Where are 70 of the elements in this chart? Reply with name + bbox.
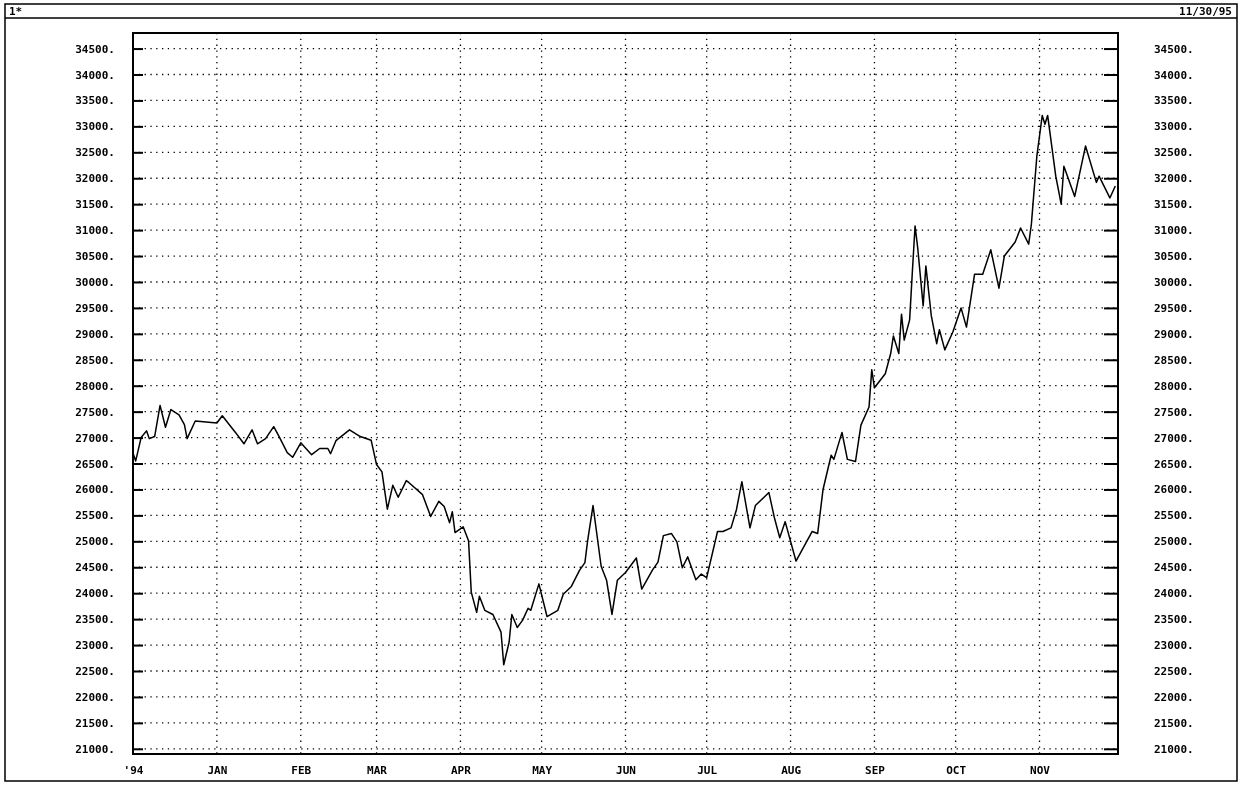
y-tick-label: 27500. — [1154, 405, 1194, 419]
y-tick-label: 32000. — [1154, 172, 1194, 186]
y2-tick-label: 29500. — [75, 301, 115, 315]
y-tick-label: 32500. — [1154, 146, 1194, 160]
y-tick-label: 27000. — [1154, 431, 1194, 445]
x-tick-label: MAY — [532, 763, 553, 777]
y-tick-label: 31500. — [1154, 198, 1194, 212]
y-tick-label: 22500. — [1154, 665, 1194, 679]
y2-tick-label: 22000. — [75, 690, 115, 704]
y2-tick-label: 21000. — [75, 742, 115, 756]
y2-tick-label: 21500. — [75, 716, 115, 730]
y-tick-label: 21500. — [1154, 716, 1194, 730]
y2-tick-label: 27500. — [75, 405, 115, 419]
y2-tick-label: 23000. — [75, 639, 115, 653]
y-tick-label: 23000. — [1154, 639, 1194, 653]
y2-tick-label: 25500. — [75, 509, 115, 523]
y2-tick-label: 34500. — [75, 42, 115, 56]
y2-tick-label: 28500. — [75, 353, 115, 367]
y-tick-label: 29000. — [1154, 327, 1194, 341]
text: 1* — [9, 5, 23, 18]
text: 11/30/95 — [1179, 5, 1232, 18]
y-tick-label: 31000. — [1154, 224, 1194, 238]
y2-tick-label: 32000. — [75, 172, 115, 186]
x-tick-label: SEP — [865, 763, 886, 777]
y-tick-label: 21000. — [1154, 742, 1194, 756]
y-tick-label: 34000. — [1154, 68, 1194, 82]
y-tick-label: 25000. — [1154, 535, 1194, 549]
x-tick-label: JAN — [207, 763, 228, 777]
y2-tick-label: 33000. — [75, 120, 115, 134]
y-tick-label: 28000. — [1154, 379, 1194, 393]
y2-tick-label: 24500. — [75, 561, 115, 575]
y-tick-label: 28500. — [1154, 353, 1194, 367]
x-tick-label: APR — [450, 763, 472, 777]
y2-tick-label: 31500. — [75, 198, 115, 212]
y-tick-label: 23500. — [1154, 613, 1194, 627]
x-tick-label: JUL — [697, 763, 718, 777]
y2-tick-label: 30000. — [75, 276, 115, 289]
y-tick-label: 29500. — [1154, 301, 1194, 315]
y-tick-label: 34500. — [1154, 42, 1194, 56]
y2-tick-label: 33500. — [75, 94, 115, 108]
y2-tick-label: 22500. — [75, 665, 115, 679]
y2-tick-label: 28000. — [75, 379, 115, 393]
x-tick-label: NOV — [1030, 763, 1051, 777]
y-tick-label: 30500. — [1154, 250, 1194, 264]
y2-tick-label: 23500. — [75, 613, 115, 627]
y2-tick-label: 24000. — [75, 587, 115, 601]
y2-tick-label: 27000. — [75, 431, 115, 445]
y-tick-label: 22000. — [1154, 690, 1194, 704]
y2-tick-label: 32500. — [75, 146, 115, 160]
y-tick-label: 26000. — [1154, 483, 1194, 497]
y-tick-label: 30000. — [1154, 276, 1194, 289]
y2-tick-label: 26000. — [75, 483, 115, 497]
y-tick-label: 26500. — [1154, 457, 1194, 471]
x-tick-label: MAR — [367, 763, 388, 777]
x-tick-label: OCT — [946, 763, 967, 777]
y2-tick-label: 30500. — [75, 250, 115, 264]
y-tick-label: 24500. — [1154, 561, 1194, 575]
y2-tick-label: 31000. — [75, 224, 115, 238]
y-tick-label: 24000. — [1154, 587, 1194, 601]
y-tick-label: 25500. — [1154, 509, 1194, 523]
y-tick-label: 33500. — [1154, 94, 1194, 108]
y2-tick-label: 34000. — [75, 68, 115, 82]
y2-tick-label: 26500. — [75, 457, 115, 471]
y-tick-label: 33000. — [1154, 120, 1194, 134]
x-tick-label: AUG — [781, 763, 802, 777]
x-tick-label: '94 — [123, 763, 144, 777]
y2-tick-label: 25000. — [75, 535, 115, 549]
y2-tick-label: 29000. — [75, 327, 115, 341]
x-tick-label: JUN — [616, 763, 636, 777]
x-tick-label: FEB — [291, 763, 312, 777]
